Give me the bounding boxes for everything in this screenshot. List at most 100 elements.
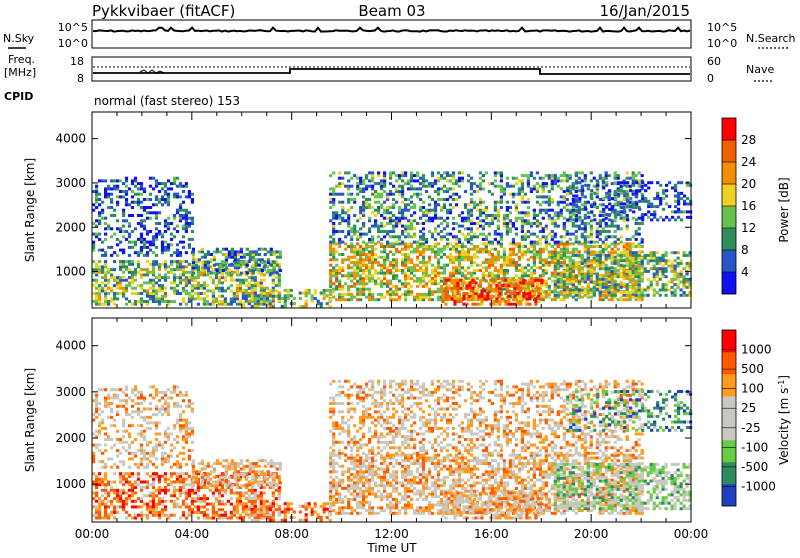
power-cell	[596, 227, 599, 230]
power-cell	[566, 198, 569, 201]
power-cell	[617, 189, 620, 192]
power-cell	[122, 271, 125, 274]
power-cell	[374, 280, 377, 283]
power-cell	[377, 195, 380, 198]
power-cell	[479, 211, 482, 214]
power-cell	[107, 279, 110, 282]
power-cell	[680, 210, 683, 213]
power-cell	[614, 177, 617, 180]
power-cell	[656, 257, 659, 260]
power-cell	[452, 272, 455, 275]
velocity-cell	[119, 472, 122, 475]
power-cell	[167, 246, 170, 249]
power-cell	[143, 289, 146, 292]
power-cell	[572, 275, 575, 278]
power-cell	[575, 171, 578, 174]
power-cell	[542, 195, 545, 198]
power-cell	[359, 217, 362, 220]
power-cell	[431, 219, 434, 222]
velocity-cell	[128, 481, 131, 484]
power-cell	[459, 287, 462, 290]
power-cell	[485, 242, 488, 245]
power-cell	[383, 248, 386, 251]
power-cell	[116, 284, 119, 287]
power-cell	[683, 251, 686, 254]
power-cell	[234, 264, 237, 267]
power-cell	[486, 287, 489, 290]
power-cell	[512, 222, 515, 225]
power-cell	[536, 241, 539, 244]
power-cell	[395, 261, 398, 264]
velocity-cell	[164, 492, 167, 495]
power-cell	[368, 269, 371, 272]
power-cell	[195, 266, 198, 269]
power-cell	[626, 286, 629, 289]
power-cell	[605, 257, 608, 260]
power-cell	[254, 294, 257, 297]
power-cell	[332, 187, 335, 190]
power-cell	[104, 195, 107, 198]
power-cell	[497, 219, 500, 222]
power-cell	[173, 281, 176, 284]
power-cell	[161, 195, 164, 198]
power-cell	[536, 253, 539, 256]
power-cell	[641, 289, 644, 292]
power-cell	[131, 195, 134, 198]
power-cell	[641, 250, 644, 253]
power-cell	[545, 195, 548, 198]
power-cell	[356, 193, 359, 196]
power-cell	[489, 284, 492, 287]
power-cell	[446, 225, 449, 228]
power-cell	[608, 281, 611, 284]
power-cell	[611, 258, 614, 261]
velocity-cell	[182, 492, 185, 495]
power-cell	[605, 238, 608, 241]
freq-unit-label: [MHz]	[4, 66, 36, 79]
power-cell	[470, 272, 473, 275]
power-cell	[326, 302, 329, 305]
velocity-cell	[164, 486, 167, 489]
power-cell	[428, 290, 431, 293]
power-cell	[143, 227, 146, 230]
power-cell	[185, 251, 188, 254]
power-cell	[557, 177, 560, 180]
power-cell	[656, 262, 659, 265]
power-cell	[626, 290, 629, 293]
power-cell	[344, 242, 347, 245]
power-cell	[146, 300, 149, 303]
power-cell	[179, 260, 182, 263]
power-cell	[497, 274, 500, 277]
power-cell	[614, 181, 617, 184]
power-cell	[545, 258, 548, 261]
power-cell	[119, 281, 122, 284]
power-cell	[489, 281, 492, 284]
power-cell	[356, 230, 359, 233]
power-cell	[392, 230, 395, 233]
power-cell	[239, 300, 242, 303]
velocity-cell	[161, 500, 164, 503]
power-cell	[149, 287, 152, 290]
power-cell	[434, 277, 437, 280]
power-cell	[104, 263, 107, 266]
power-cell	[308, 292, 311, 295]
power-cell	[216, 248, 219, 251]
power-cell	[413, 274, 416, 277]
power-cell	[491, 248, 494, 251]
velocity-cell	[158, 511, 161, 514]
power-cell	[209, 303, 212, 306]
power-cell	[267, 250, 270, 253]
power-cell	[233, 279, 236, 282]
power-cell	[413, 269, 416, 272]
power-cell	[368, 256, 371, 259]
power-cell	[341, 261, 344, 264]
power-cell	[167, 249, 170, 252]
power-cell	[476, 209, 479, 212]
power-cell	[521, 274, 524, 277]
power-cell	[371, 241, 374, 244]
power-cell	[522, 281, 525, 284]
power-cell	[276, 272, 279, 275]
power-cell	[383, 209, 386, 212]
power-cell	[563, 190, 566, 193]
power-cell	[519, 297, 522, 300]
power-cell	[371, 193, 374, 196]
